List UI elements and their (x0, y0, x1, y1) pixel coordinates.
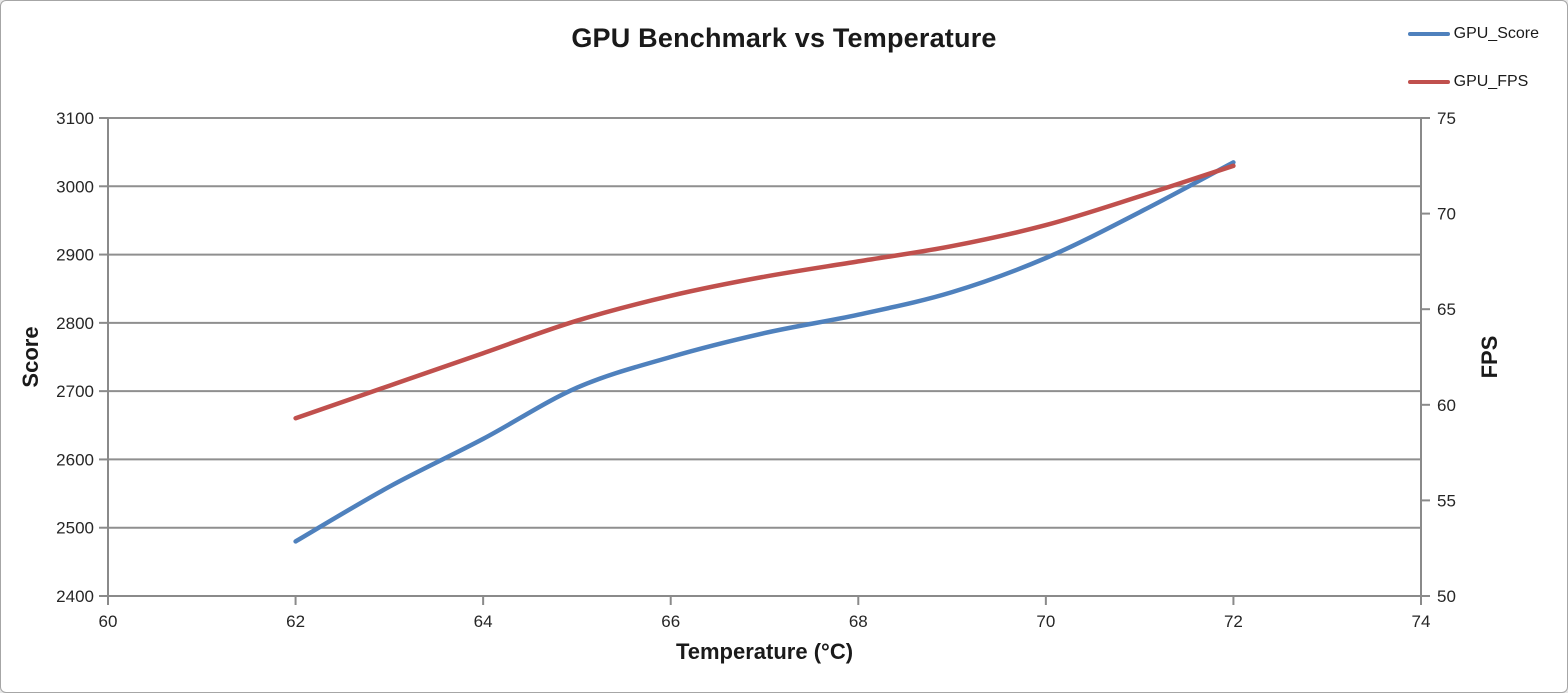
y-right-tick-label: 70 (1437, 205, 1456, 224)
y-left-tick-label: 2700 (56, 382, 94, 401)
legend-swatch-gpu-score (1407, 32, 1450, 36)
y-right-tick-label: 55 (1437, 491, 1456, 510)
x-tick-label: 60 (99, 612, 118, 631)
chart-title: GPU Benchmark vs Temperature (571, 23, 997, 53)
legend-item-gpu-score: GPU_Score (1407, 25, 1539, 43)
legend-swatch-gpu-fps (1407, 80, 1450, 84)
x-tick-label: 70 (1036, 612, 1055, 631)
x-tick-label: 74 (1412, 612, 1431, 631)
legend-label-gpu-score: GPU_Score (1453, 25, 1539, 42)
y-left-tick-label: 2900 (56, 246, 94, 265)
x-tick-label: 68 (849, 612, 868, 631)
y-right-tick-label: 60 (1437, 396, 1456, 415)
x-tick-label: 62 (286, 612, 305, 631)
series-line-gpu-fps (293, 163, 1236, 421)
y-left-tick-label: 2400 (56, 587, 94, 606)
y-right-tick-label: 75 (1437, 109, 1456, 128)
y-left-tick-label: 3100 (56, 109, 94, 128)
legend: GPU_Score GPU_FPS (1407, 25, 1539, 91)
y-left-tick-label: 2500 (56, 519, 94, 538)
x-tick-label: 64 (474, 612, 493, 631)
x-tick-label: 66 (661, 612, 680, 631)
y-left-tick-label: 2600 (56, 450, 94, 469)
y-right-tick-label: 65 (1437, 300, 1456, 319)
y-left-tick-label: 2800 (56, 314, 94, 333)
y-right-tick-label: 50 (1437, 587, 1456, 606)
legend-label-gpu-fps: GPU_FPS (1453, 73, 1529, 90)
y-axis-title-left: Score (18, 326, 43, 388)
series-line-gpu-score (293, 160, 1236, 544)
x-tick-label: 72 (1224, 612, 1243, 631)
legend-item-gpu-fps: GPU_FPS (1407, 73, 1539, 91)
y-axis-title-right: FPS (1477, 335, 1502, 379)
x-axis-title: Temperature (°C) (675, 639, 854, 664)
y-left-tick-label: 3000 (56, 177, 94, 196)
